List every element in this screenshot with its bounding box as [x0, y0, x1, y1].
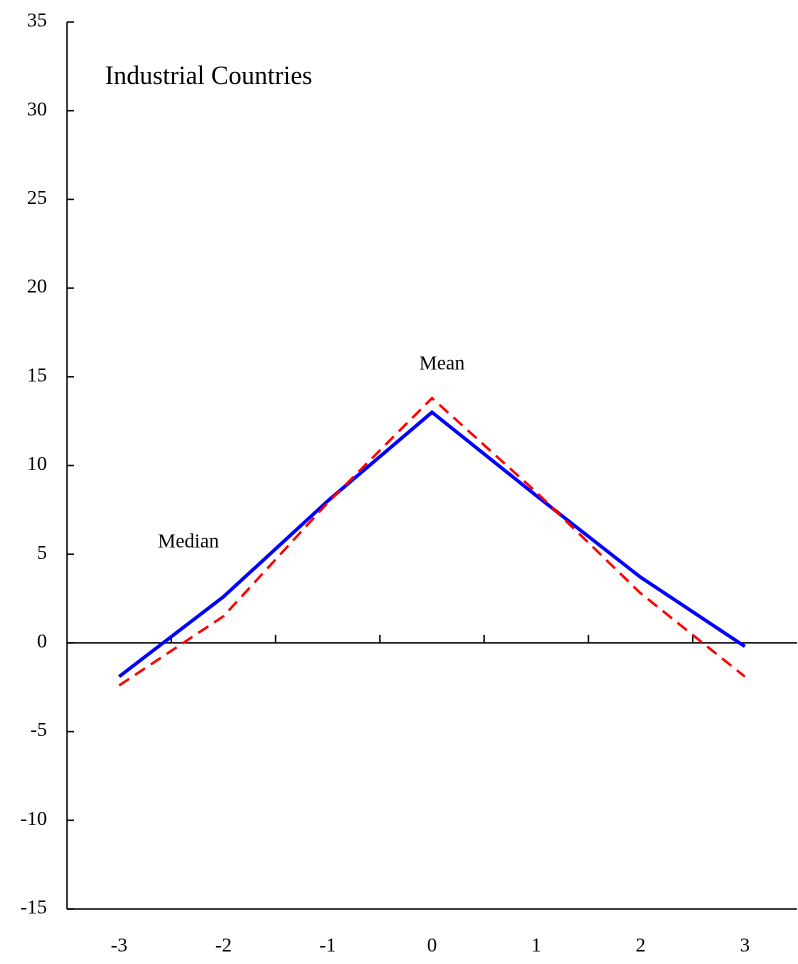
x-tick-label: -2 — [215, 935, 232, 957]
x-tick-label: -3 — [111, 935, 128, 957]
chart-title: Industrial Countries — [105, 61, 312, 90]
y-tick-label: 15 — [27, 364, 47, 386]
x-tick-label: -1 — [319, 935, 336, 957]
y-tick-label: -10 — [20, 808, 47, 830]
y-tick-label: 5 — [37, 542, 47, 564]
series-line — [118, 410, 746, 678]
x-tick-label: 3 — [740, 935, 750, 957]
y-tick-label: 25 — [27, 187, 47, 209]
y-tick-label: -15 — [20, 897, 47, 919]
x-tick-label: 2 — [636, 935, 646, 957]
x-tick-label: 0 — [427, 935, 437, 957]
annotation: Median — [158, 530, 219, 552]
y-tick-label: -5 — [30, 719, 47, 741]
x-tick-label: 1 — [531, 935, 541, 957]
y-tick-label: 10 — [27, 453, 47, 475]
annotation: Mean — [419, 353, 465, 375]
y-tick-label: 20 — [27, 276, 47, 298]
y-tick-label: 30 — [27, 98, 47, 120]
y-tick-label: 0 — [37, 630, 47, 652]
series-line — [118, 396, 746, 687]
y-tick-label: 35 — [27, 10, 47, 32]
